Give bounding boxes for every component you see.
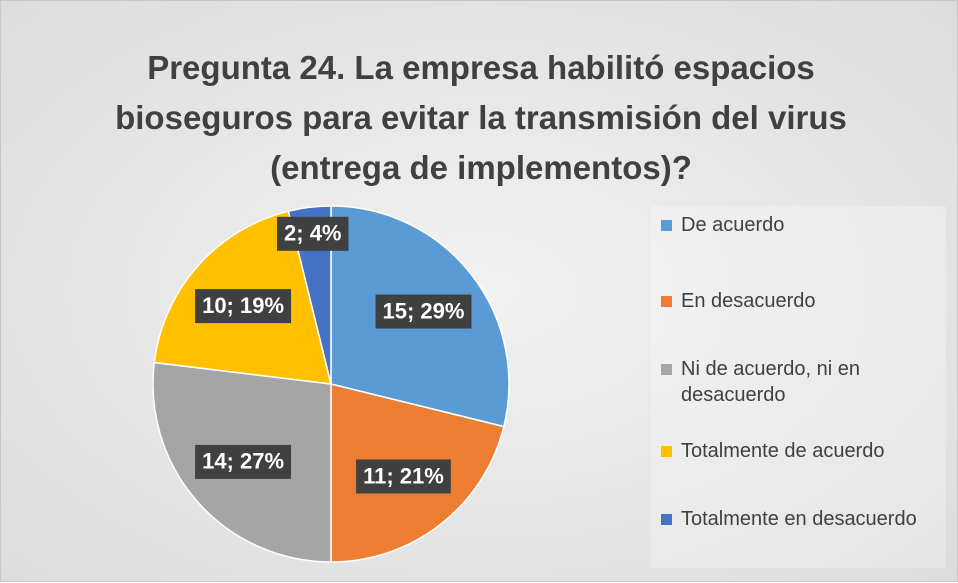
- data-label: 11; 21%: [356, 459, 451, 494]
- chart-title: Pregunta 24. La empresa habilitó espacio…: [115, 49, 847, 186]
- data-label-text: 14; 27%: [202, 449, 284, 474]
- legend-swatch: [661, 220, 672, 231]
- legend-item: Totalmente de acuerdo: [661, 438, 958, 464]
- legend-item: Totalmente en desacuerdo: [661, 506, 958, 532]
- data-label-box: [277, 216, 349, 251]
- data-label: 10; 19%: [195, 289, 292, 324]
- legend-item: Ni de acuerdo, ni en desacuerdo: [661, 356, 958, 408]
- data-label-box: [356, 459, 451, 494]
- data-label-text: 11; 21%: [363, 463, 444, 488]
- data-label: 2; 4%: [277, 216, 349, 251]
- legend-label: Totalmente en desacuerdo: [681, 508, 917, 530]
- data-label-text: 15; 29%: [383, 298, 465, 323]
- data-label: 14; 27%: [195, 444, 292, 479]
- legend-swatch: [661, 446, 672, 457]
- legend-label: Ni de acuerdo, ni en desacuerdo: [681, 358, 861, 406]
- legend-label: Totalmente de acuerdo: [681, 440, 885, 462]
- data-label-box: [375, 294, 472, 329]
- legend: De acuerdo En desacuerdo Ni de acuerdo, ni…: [651, 206, 946, 568]
- data-label-text: 10; 19%: [202, 293, 284, 318]
- legend-swatch: [661, 514, 672, 525]
- legend-label: De acuerdo: [681, 214, 785, 236]
- legend-swatch: [661, 296, 672, 307]
- data-label: 15; 29%: [375, 294, 472, 329]
- legend-item: En desacuerdo: [661, 288, 958, 314]
- legend-label: En desacuerdo: [681, 290, 816, 312]
- data-label-box: [195, 289, 292, 324]
- legend-swatch: [661, 364, 672, 375]
- data-label-box: [195, 444, 292, 479]
- data-label-text: 2; 4%: [284, 221, 341, 246]
- legend-item: De acuerdo: [661, 212, 958, 238]
